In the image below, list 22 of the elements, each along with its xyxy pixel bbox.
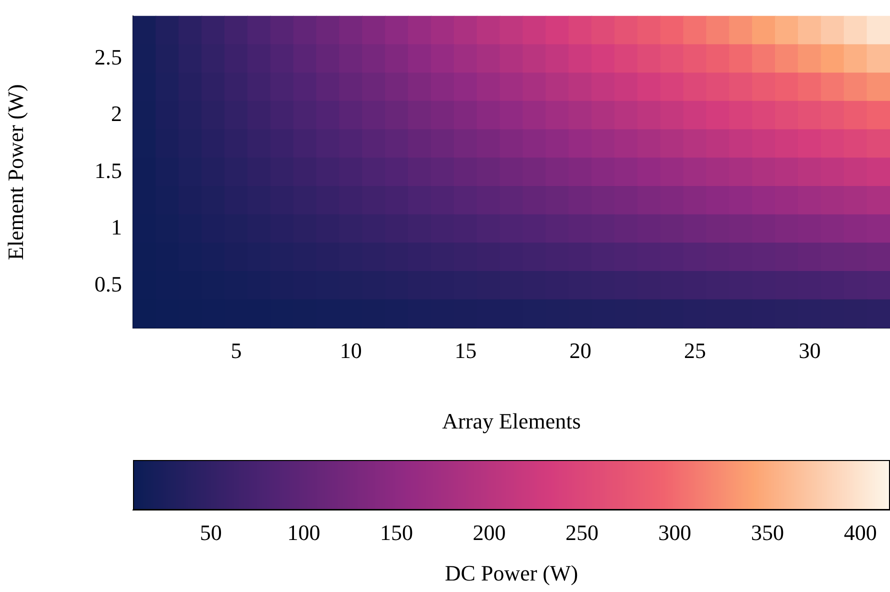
y-tick-label: 1 — [111, 214, 122, 240]
color-bar-label: 300 — [658, 520, 692, 545]
x-tick-label: 30 — [798, 338, 821, 363]
color-bar-label: 400 — [844, 520, 877, 545]
y-tick-label: 2.5 — [94, 44, 122, 70]
color-bar-label: 350 — [751, 520, 784, 545]
color-bar-label: 100 — [287, 520, 320, 545]
y-tick-label: 2 — [111, 101, 122, 126]
color-bar-label: 150 — [380, 520, 413, 545]
color-bar-title: DC Power (W) — [444, 560, 578, 586]
color-bar-label: 250 — [566, 520, 599, 545]
x-tick-label: 5 — [230, 338, 242, 363]
x-tick-label: 15 — [454, 338, 477, 363]
x-tick-label: 10 — [340, 338, 362, 363]
color-bar-label: 200 — [472, 520, 506, 545]
y-axis-title: Element Power (W) — [2, 84, 28, 260]
x-tick-label: 25 — [684, 338, 706, 363]
y-tick-label: 0.5 — [94, 271, 122, 296]
y-tick-label: 1.5 — [94, 158, 122, 183]
x-tick-label: 20 — [569, 338, 592, 363]
color-bar-label: 50 — [200, 520, 222, 545]
x-axis-title: Array Elements — [442, 408, 581, 434]
